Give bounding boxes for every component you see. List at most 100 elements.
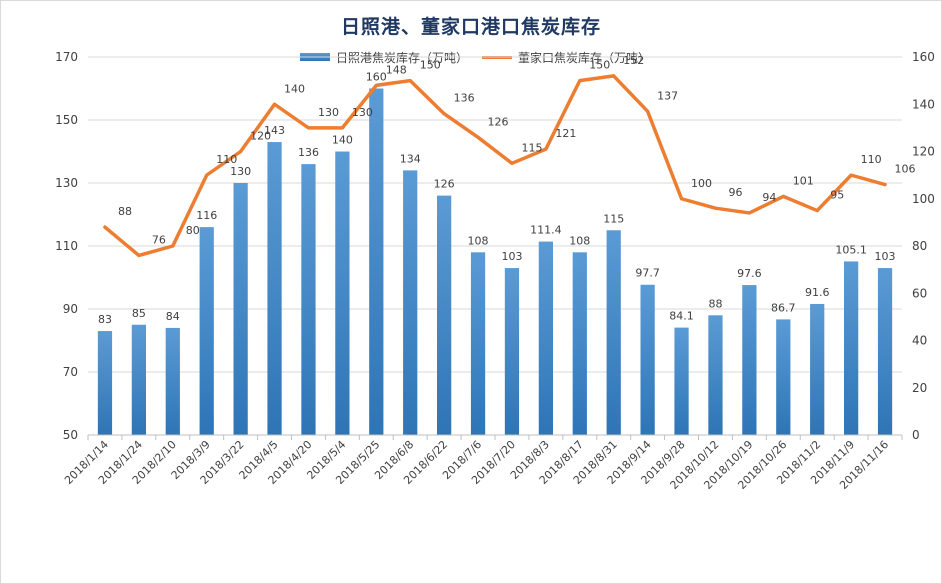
line-point <box>713 206 717 210</box>
bar <box>199 227 214 435</box>
line-point <box>374 83 378 87</box>
line-data-label: 137 <box>657 89 678 102</box>
line-data-label: 150 <box>420 59 441 72</box>
bar-data-label: 88 <box>708 297 722 310</box>
bar-data-label: 130 <box>230 165 251 178</box>
bar <box>572 252 587 435</box>
bar <box>742 285 757 435</box>
bar-data-label: 84 <box>166 310 180 323</box>
bar-data-label: 83 <box>98 313 112 326</box>
y-right-tick-label: 40 <box>912 334 927 348</box>
bar <box>97 331 113 435</box>
bar <box>301 164 316 435</box>
line-data-label: 106 <box>895 163 916 176</box>
line-data-label: 148 <box>386 63 407 76</box>
y-right-tick-label: 20 <box>912 381 927 395</box>
bar-data-label: 103 <box>875 250 896 263</box>
chart-title: 日照港、董家口港口焦炭库存 <box>340 16 601 38</box>
bar <box>810 303 825 435</box>
line-point <box>646 109 650 113</box>
y-right-tick-label: 80 <box>912 239 927 253</box>
bar-data-label: 86.7 <box>771 301 796 314</box>
y-right-tick-label: 160 <box>912 50 935 64</box>
line-point <box>306 126 310 130</box>
line-point <box>849 173 853 177</box>
line-point <box>442 112 446 116</box>
bar <box>674 327 689 435</box>
line-data-label: 110 <box>861 153 882 166</box>
bar-data-label: 136 <box>298 146 319 159</box>
line-point <box>205 173 209 177</box>
line-data-label: 121 <box>555 127 576 140</box>
bar <box>369 88 384 435</box>
bar <box>877 268 893 435</box>
line-data-label: 140 <box>284 82 305 95</box>
y-left-tick-label: 70 <box>63 365 78 379</box>
y-left-tick-label: 130 <box>55 176 78 190</box>
line-point <box>680 197 684 201</box>
line-data-label: 100 <box>691 177 712 190</box>
bar <box>640 284 655 435</box>
bar-data-label: 140 <box>332 134 353 147</box>
line-data-label: 88 <box>118 205 132 218</box>
line-data-label: 115 <box>521 141 542 154</box>
line-point <box>578 79 582 83</box>
y-left-tick-label: 50 <box>63 428 78 442</box>
y-right-tick-label: 140 <box>912 97 935 111</box>
line-point <box>103 225 107 229</box>
bar <box>538 241 553 435</box>
line-point <box>408 79 412 83</box>
line-point <box>171 244 175 248</box>
bar-data-label: 84.1 <box>669 310 694 323</box>
line-data-label: 94 <box>762 191 776 204</box>
bar <box>504 268 520 435</box>
line-data-label: 76 <box>152 233 166 246</box>
line-point <box>815 209 819 213</box>
bar-data-label: 108 <box>569 234 590 247</box>
line-point <box>510 161 514 165</box>
bar <box>403 170 418 435</box>
bar-data-label: 103 <box>501 250 522 263</box>
line-data-label: 126 <box>488 115 509 128</box>
bar-data-label: 91.6 <box>805 286 830 299</box>
bar <box>233 183 248 435</box>
line-data-label: 130 <box>318 106 339 119</box>
bar-data-label: 97.7 <box>635 267 660 280</box>
bar <box>776 319 791 435</box>
line-point <box>137 253 141 257</box>
line-data-label: 130 <box>352 106 373 119</box>
y-left-tick-label: 90 <box>63 302 78 316</box>
line-data-label: 96 <box>728 186 742 199</box>
bar <box>267 142 282 436</box>
line-point <box>476 135 480 139</box>
bar <box>165 327 180 435</box>
bar-data-label: 134 <box>400 152 421 165</box>
line-data-label: 110 <box>216 153 237 166</box>
bar-data-label: 126 <box>434 178 455 191</box>
bar <box>437 195 452 435</box>
line-path <box>103 74 887 258</box>
y-right-tick-label: 0 <box>912 428 920 442</box>
line-data-label: 150 <box>589 59 610 72</box>
line-data-label: 101 <box>793 174 814 187</box>
bar-data-label: 105.1 <box>835 243 867 256</box>
line-point <box>340 126 344 130</box>
line-point <box>747 211 751 215</box>
bar-data-label: 97.6 <box>737 267 762 280</box>
bar-data-label: 85 <box>132 307 146 320</box>
line-point <box>883 183 887 187</box>
y-left-tick-label: 170 <box>55 50 78 64</box>
line-data-label: 136 <box>454 92 475 105</box>
line-point <box>544 147 548 151</box>
line-data-label: 95 <box>830 189 844 202</box>
bar-data-label: 116 <box>196 209 217 222</box>
bar <box>470 252 486 435</box>
bar-data-label: 108 <box>468 234 489 247</box>
line-data-label: 120 <box>250 130 271 143</box>
y-left-tick-label: 150 <box>55 113 78 127</box>
y-right-tick-label: 100 <box>912 192 935 206</box>
bar-data-label: 143 <box>264 124 285 137</box>
bar <box>708 315 723 435</box>
y-right-tick-label: 120 <box>912 145 935 159</box>
